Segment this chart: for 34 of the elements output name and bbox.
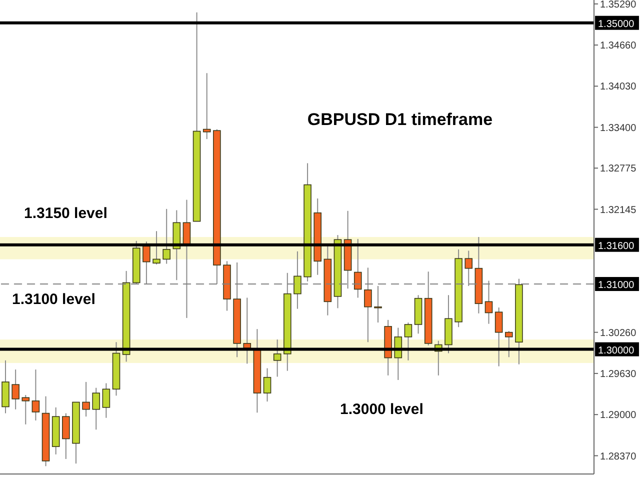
candlestick <box>62 412 70 460</box>
y-tick-label: 1.35290 <box>600 0 637 10</box>
candlestick <box>162 208 170 264</box>
candlestick <box>273 339 282 378</box>
candlestick <box>82 381 90 418</box>
ref-line-label: 1.30000 <box>598 345 635 356</box>
y-tick-label: 1.32145 <box>600 204 637 216</box>
ref-line-label: 1.31600 <box>598 240 635 252</box>
annotation: 1.3100 level <box>12 291 96 308</box>
y-tick-label: 1.28370 <box>600 451 637 462</box>
candlestick <box>404 322 412 361</box>
y-tick-label: 1.34660 <box>600 40 637 52</box>
candlestick <box>22 394 30 425</box>
candlestick <box>263 368 272 402</box>
candlestick <box>152 230 160 265</box>
candlestick <box>92 387 100 430</box>
y-tick-label: 1.29630 <box>600 369 637 380</box>
y-tick-label: 1.29000 <box>600 410 637 422</box>
annotation: 1.3000 level <box>340 401 424 418</box>
candlestick <box>504 330 513 358</box>
ref-line-label: 1.35000 <box>598 18 635 30</box>
candlestick <box>32 369 40 421</box>
y-tick-label: 1.32775 <box>600 164 637 175</box>
candlestick <box>202 72 211 140</box>
candlestick <box>12 369 20 410</box>
candlestick <box>494 307 503 367</box>
candlestick <box>102 382 110 418</box>
text: GBPUSD D1 timeframe <box>307 110 493 129</box>
y-tick-label: 1.33400 <box>600 122 637 134</box>
candlestick <box>243 297 252 364</box>
y-tick-label: 1.34030 <box>600 82 637 93</box>
ref-line-label: 1.31000 <box>598 280 635 292</box>
y-tick-label: 1.30260 <box>600 328 637 339</box>
annotation: 1.3150 level <box>24 205 108 222</box>
